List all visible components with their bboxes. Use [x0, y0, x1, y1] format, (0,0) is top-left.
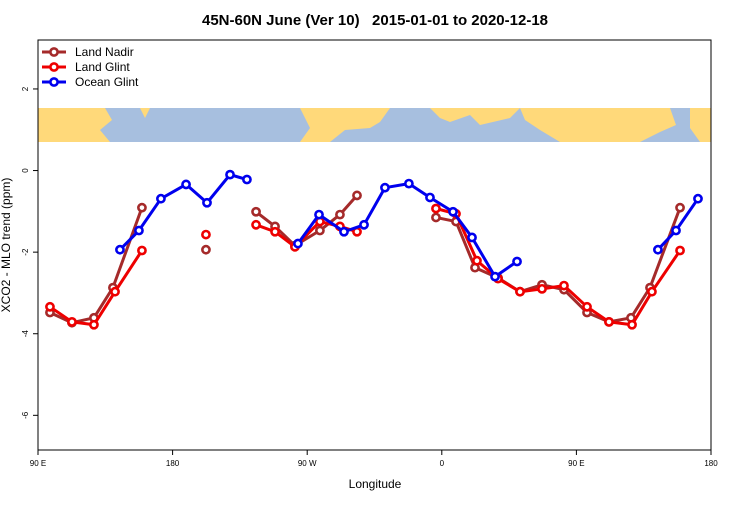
x-tick-label: 90 W [298, 459, 317, 468]
map-band [38, 108, 711, 142]
x-tick-label: 90 E [568, 459, 584, 468]
x-axis-label: Longitude [349, 477, 402, 491]
x-tick-label: 90 E [30, 459, 46, 468]
data-point [134, 225, 144, 236]
data-point [380, 182, 390, 193]
data-point [512, 256, 522, 267]
series-line [296, 182, 518, 279]
data-point [582, 301, 592, 312]
data-point [515, 286, 525, 297]
data-point [201, 244, 211, 255]
y-tick-label: -2 [21, 248, 30, 256]
data-point [156, 193, 166, 204]
data-point [559, 280, 569, 291]
data-point [467, 232, 477, 243]
data-point [425, 192, 435, 203]
plot-frame [37, 39, 712, 451]
series-line [435, 207, 682, 327]
data-point [201, 229, 211, 240]
y-axis-label: XCO2 - MLO trend (ppm) [0, 178, 13, 313]
data-point [675, 245, 685, 256]
data-point [675, 202, 685, 213]
data-point [359, 219, 369, 230]
series-line [49, 207, 144, 325]
data-point [627, 319, 637, 330]
data-point [242, 174, 252, 185]
data-point [339, 226, 349, 237]
legend-label: Land Glint [75, 60, 130, 74]
data-point [251, 219, 261, 230]
y-tick-label: -6 [21, 411, 30, 419]
legend-marker [49, 62, 59, 72]
data-point [537, 283, 547, 294]
legend-marker [49, 47, 59, 57]
data-point [67, 317, 77, 327]
legend-label: Land Nadir [75, 45, 134, 59]
data-point [251, 206, 261, 217]
data-point [270, 226, 280, 237]
series-line [255, 194, 359, 248]
legend-label: Ocean Glint [75, 75, 139, 89]
data-point [225, 169, 235, 180]
data-point [693, 193, 703, 204]
data-point [671, 225, 681, 236]
y-tick-label: 2 [21, 86, 30, 91]
x-tick-label: 180 [704, 459, 718, 468]
data-point [653, 244, 663, 255]
data-point [202, 197, 212, 208]
data-point [604, 317, 614, 327]
y-tick-label: -4 [21, 330, 30, 338]
chart-title: 45N-60N June (Ver 10) 2015-01-01 to 2020… [202, 12, 548, 29]
data-point [137, 202, 147, 213]
data-point [89, 319, 99, 330]
data-point [490, 271, 500, 282]
data-point [448, 206, 458, 217]
x-tick-label: 0 [440, 459, 445, 468]
x-tick-label: 180 [166, 459, 180, 468]
data-point [45, 301, 55, 312]
data-point [335, 209, 345, 220]
data-point [431, 203, 441, 214]
data-point [181, 179, 191, 190]
data-point [472, 255, 482, 266]
y-tick-label: 0 [21, 168, 30, 173]
data-point [110, 286, 120, 297]
data-point [647, 286, 657, 297]
data-point [115, 244, 125, 255]
legend-marker [49, 77, 59, 87]
data-point [137, 245, 147, 256]
data-point [314, 209, 324, 220]
data-point [315, 225, 325, 236]
data-point [431, 212, 441, 223]
data-point [403, 178, 414, 189]
data-point [293, 238, 303, 249]
data-point [352, 190, 362, 201]
